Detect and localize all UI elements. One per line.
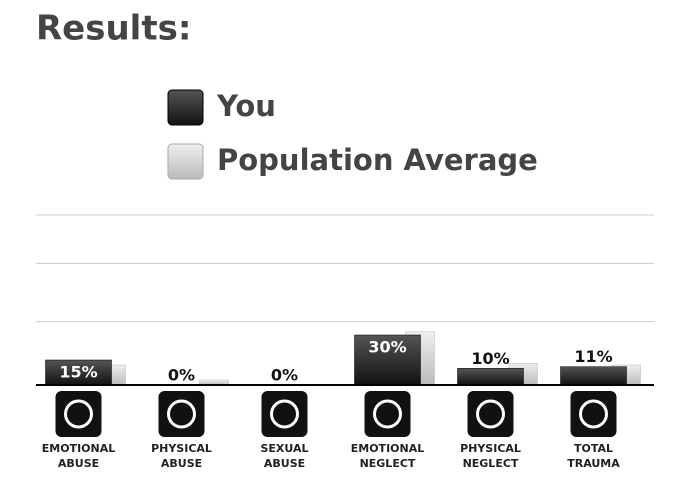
x-tick-label: NEGLECT	[463, 457, 519, 470]
bar	[457, 368, 524, 386]
category-icon-glyph	[579, 399, 608, 429]
category-icon-glyph	[64, 399, 93, 429]
category-icon	[364, 391, 411, 437]
legend-swatch	[167, 143, 204, 180]
category-icon	[261, 391, 308, 437]
category-icon	[570, 391, 617, 437]
category-icon-glyph	[476, 399, 505, 429]
chart-title: Results:	[36, 9, 191, 49]
legend-swatch	[167, 89, 204, 126]
x-tick-label: ABUSE	[58, 457, 99, 470]
x-tick-label: EMOTIONAL	[42, 442, 116, 455]
category-icon-glyph	[270, 399, 299, 429]
value-label: 10%	[471, 349, 509, 368]
bar	[560, 366, 627, 386]
x-tick-label: ABUSE	[264, 457, 305, 470]
value-label: 30%	[368, 338, 406, 357]
x-tick-label: SEXUAL	[260, 442, 308, 455]
category-icon-glyph	[167, 399, 196, 429]
value-label: 0%	[271, 366, 298, 385]
value-label: 0%	[168, 366, 195, 385]
x-tick-label: TRAUMA	[567, 457, 620, 470]
x-tick-label: TOTAL	[574, 442, 613, 455]
value-label: 15%	[59, 363, 97, 382]
x-tick-label: ABUSE	[161, 457, 202, 470]
category-icon	[467, 391, 514, 437]
legend-label: Population Average	[217, 143, 538, 177]
legend-label: You	[216, 89, 276, 123]
category-icon	[55, 391, 102, 437]
x-tick-label: PHYSICAL	[151, 442, 212, 455]
category-icon-glyph	[373, 399, 402, 429]
x-tick-label: PHYSICAL	[460, 442, 521, 455]
x-tick-label: EMOTIONAL	[351, 442, 425, 455]
x-tick-label: NEGLECT	[360, 457, 416, 470]
value-label: 11%	[574, 347, 612, 366]
category-icon	[158, 391, 205, 437]
